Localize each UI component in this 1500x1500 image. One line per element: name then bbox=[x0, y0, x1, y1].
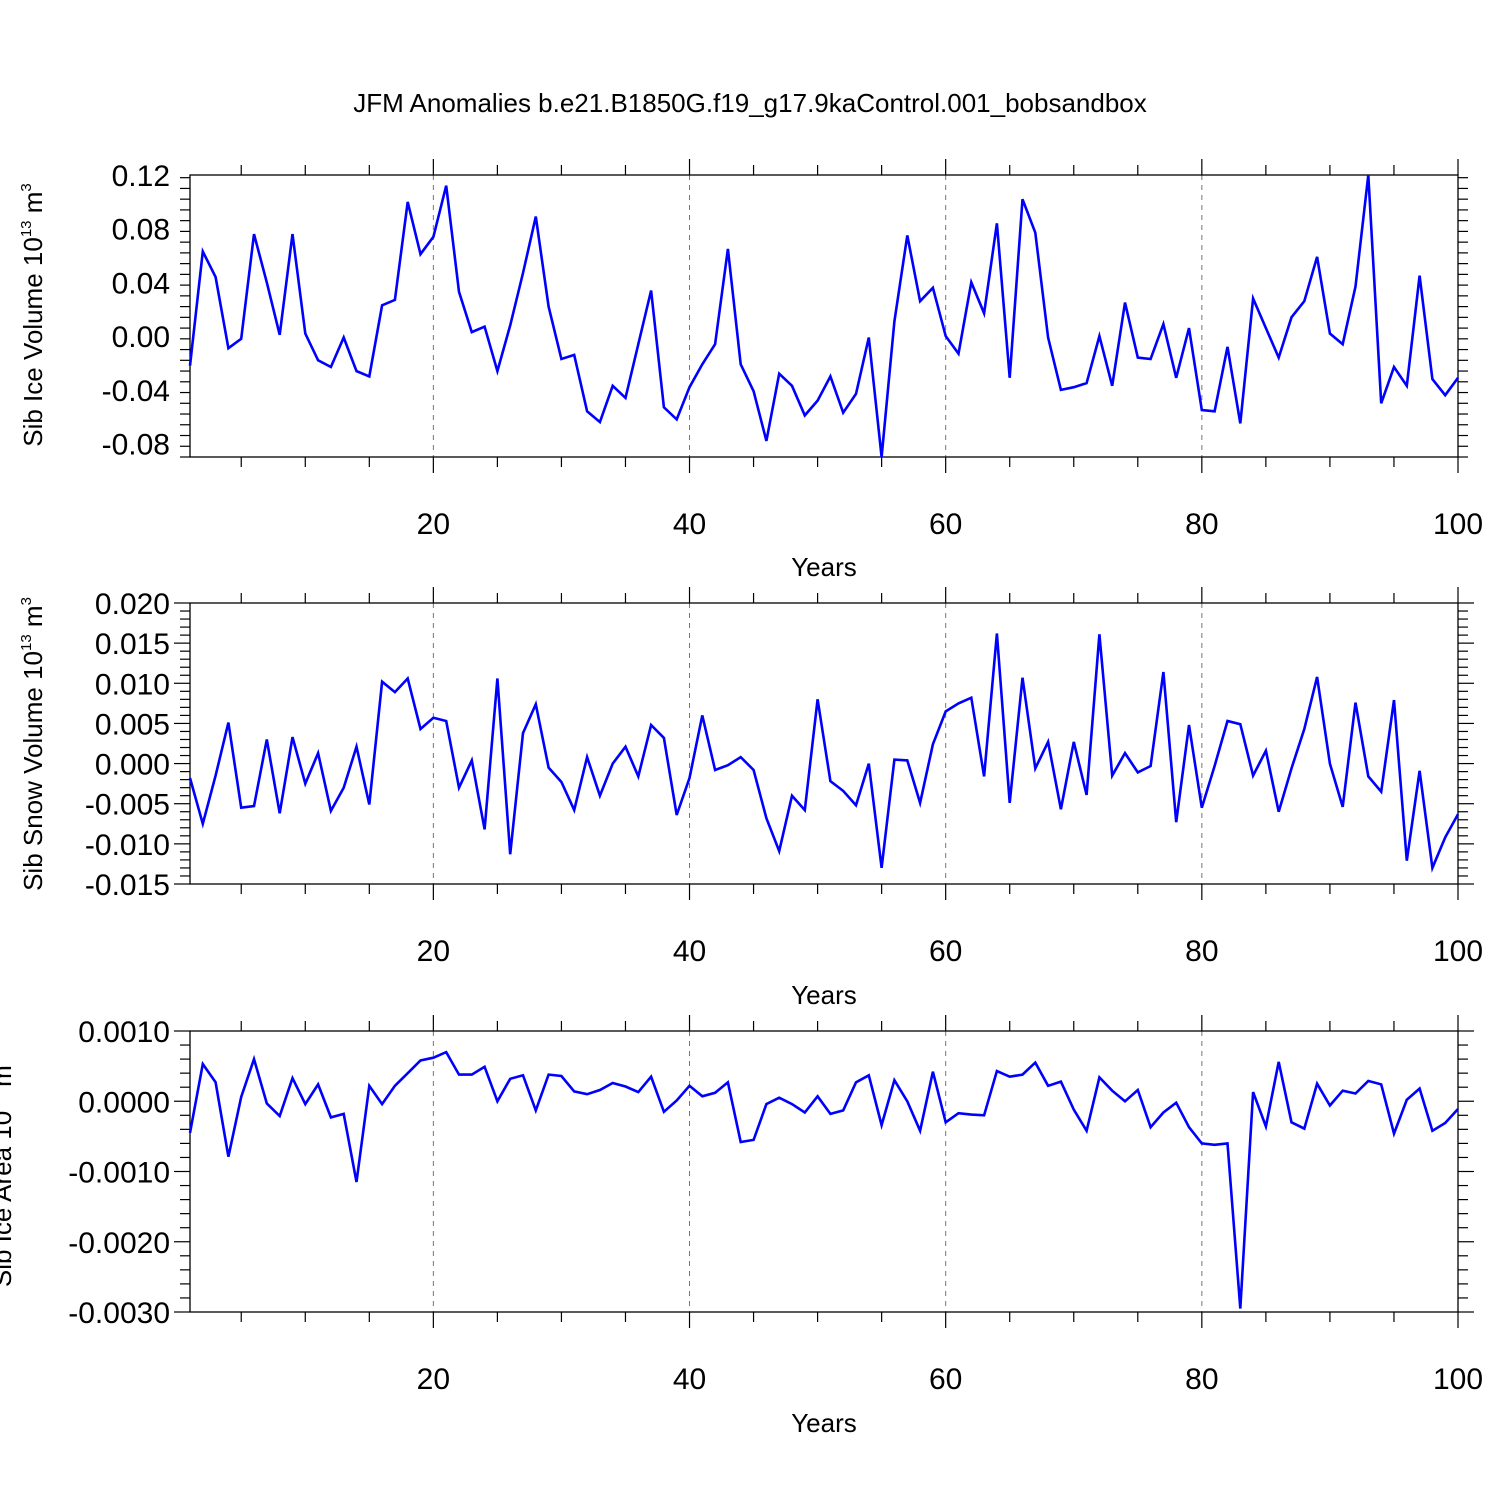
x-tick-label: 20 bbox=[417, 1363, 450, 1396]
panel-ice-volume: Sib Ice Volume 1013 m3 Years 20 40 60 80 100… bbox=[18, 159, 1483, 582]
y-tick-label: 0.00 bbox=[112, 321, 170, 354]
x-tick-label: 100 bbox=[1433, 1363, 1483, 1396]
y-tick-label: -0.0030 bbox=[68, 1297, 170, 1330]
y-axis-label-unit-exponent: 2 bbox=[0, 1057, 4, 1065]
y-tick-label: -0.04 bbox=[102, 375, 170, 408]
y-tick-label: 0.000 bbox=[95, 749, 170, 782]
y-axis-label-unit: m bbox=[18, 605, 48, 634]
x-tick-label: 80 bbox=[1185, 508, 1218, 541]
x-axis-label: Years bbox=[791, 1408, 857, 1438]
y-tick-label: -0.010 bbox=[85, 829, 170, 862]
y-axis-label-exponent: 13 bbox=[0, 1094, 4, 1111]
plot-frame bbox=[189, 602, 1459, 885]
x-tick-label: 40 bbox=[673, 508, 706, 541]
x-tick-label: 100 bbox=[1433, 508, 1483, 541]
y-tick-label: 0.12 bbox=[112, 160, 170, 193]
x-axis-label: Years bbox=[791, 980, 857, 1010]
x-tick-label: 20 bbox=[417, 935, 450, 968]
x-tick-label: 40 bbox=[673, 1363, 706, 1396]
x-axis-label: Years bbox=[791, 552, 857, 582]
y-axis-label-unit-exponent: 3 bbox=[18, 183, 35, 191]
y-tick-label: -0.015 bbox=[85, 869, 170, 902]
y-axis-label-main: Sib Snow Volume 10 bbox=[18, 651, 48, 891]
y-axis-label-exponent: 13 bbox=[18, 634, 35, 651]
y-axis-label-main: Sib Ice Volume 10 bbox=[18, 237, 48, 447]
y-tick-label: -0.08 bbox=[102, 429, 170, 462]
x-tick-label: 80 bbox=[1185, 935, 1218, 968]
x-tick-label: 100 bbox=[1433, 935, 1483, 968]
y-axis-label: Sib Snow Volume 1013 m3 bbox=[18, 597, 48, 891]
y-tick-label: 0.04 bbox=[112, 267, 170, 300]
y-axis-label-main: Sib Ice Area 10 bbox=[0, 1111, 17, 1287]
y-tick-label: 0.08 bbox=[112, 214, 170, 247]
y-axis-label-unit: m bbox=[0, 1065, 17, 1094]
panel-snow-volume: Sib Snow Volume 1013 m3 Years 20 40 60 80 10… bbox=[18, 587, 1483, 1010]
x-tick-label: 20 bbox=[417, 508, 450, 541]
y-tick-label: 0.005 bbox=[95, 708, 170, 741]
y-axis-label: Sib Ice Area 1013 m2 bbox=[0, 1057, 17, 1287]
figure-title: JFM Anomalies b.e21.B1850G.f19_g17.9kaCo… bbox=[353, 88, 1147, 118]
y-tick-label: 0.015 bbox=[95, 628, 170, 661]
series-line bbox=[188, 1050, 1459, 1309]
y-axis-label-unit-exponent: 3 bbox=[18, 597, 35, 605]
y-tick-label: 0.0000 bbox=[78, 1086, 170, 1119]
x-tick-label: 80 bbox=[1185, 1363, 1218, 1396]
y-tick-label: 0.020 bbox=[95, 588, 170, 621]
series-line bbox=[188, 174, 1460, 458]
y-tick-label: -0.0010 bbox=[68, 1157, 170, 1190]
x-tick-label: 60 bbox=[929, 935, 962, 968]
y-axis-label-unit: m bbox=[18, 192, 48, 221]
y-tick-label: 0.010 bbox=[95, 668, 170, 701]
y-tick-label: -0.0020 bbox=[68, 1227, 170, 1260]
x-tick-label: 40 bbox=[673, 935, 706, 968]
series-line bbox=[188, 633, 1460, 873]
x-tick-label: 60 bbox=[929, 1363, 962, 1396]
y-tick-label: -0.005 bbox=[85, 789, 170, 822]
plot-frame bbox=[189, 174, 1459, 458]
panel-ice-area: Sib Ice Area 1013 m2 Years 20 40 60 80 100 -0… bbox=[0, 1015, 1483, 1438]
y-axis-label: Sib Ice Volume 1013 m3 bbox=[18, 183, 48, 447]
x-tick-label: 60 bbox=[929, 508, 962, 541]
y-axis-label-exponent: 13 bbox=[18, 220, 35, 237]
y-tick-label: 0.0010 bbox=[78, 1016, 170, 1049]
